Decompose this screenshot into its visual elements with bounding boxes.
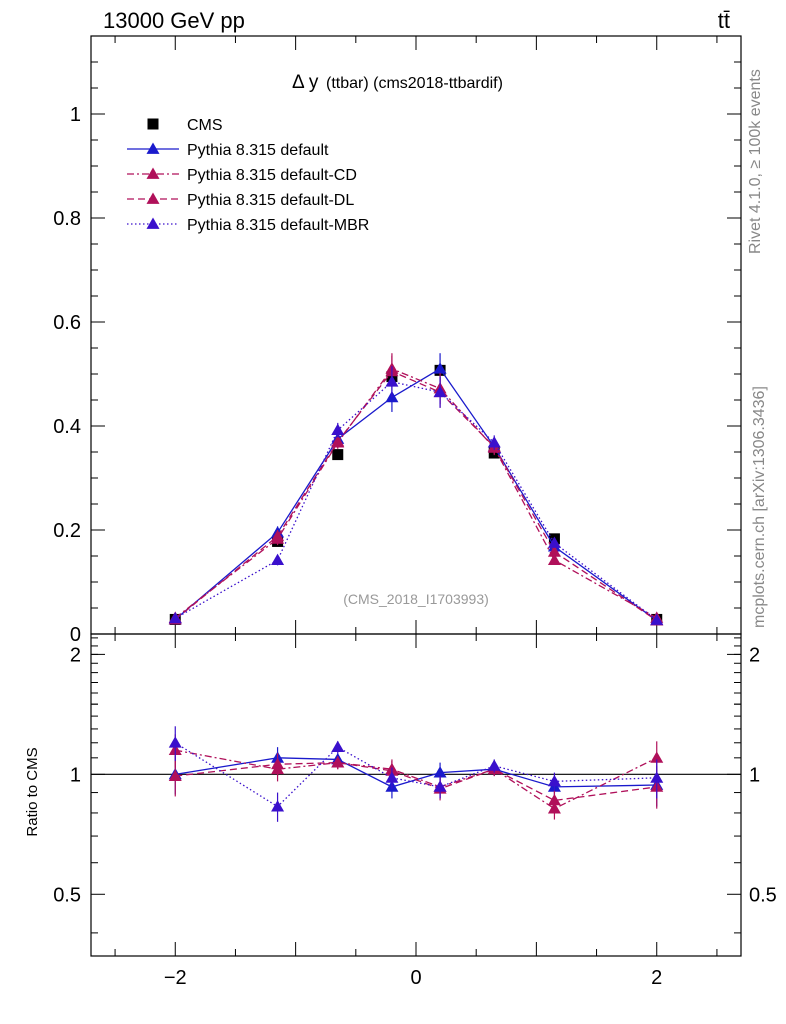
main-panel: 0 0.2 0.4 0.6 0.8 1 Δ y (ttbar) (cms2018-ttba… bbox=[53, 35, 742, 646]
ratio-xtick-label: 0 bbox=[410, 967, 421, 989]
main-series-1 bbox=[168, 353, 664, 626]
ratio-ytick-label: 2 bbox=[70, 644, 81, 666]
main-data-point bbox=[385, 375, 399, 387]
main-data-point bbox=[271, 553, 285, 566]
legend-marker bbox=[146, 142, 160, 154]
energy-label: 13000 GeV pp bbox=[103, 8, 245, 33]
legend-label: Pythia 8.315 default-DL bbox=[187, 192, 354, 209]
main-data-point bbox=[271, 529, 285, 542]
ratio-series-1 bbox=[168, 734, 664, 820]
ratio-data-point bbox=[331, 740, 345, 753]
legend-marker bbox=[146, 217, 160, 229]
ratio-data-point bbox=[650, 771, 664, 783]
main-ytick-label: 0 bbox=[70, 624, 81, 646]
legend-entry-4: Pythia 8.315 default-MBR bbox=[127, 217, 369, 234]
main-ytick-label: 0.4 bbox=[53, 416, 81, 438]
main-series-0 bbox=[169, 364, 663, 625]
ratio-data-point bbox=[487, 759, 501, 771]
legend-entry-2: Pythia 8.315 default-CD bbox=[127, 167, 357, 184]
legend-entry-1: Pythia 8.315 default bbox=[127, 142, 329, 159]
ratio-series-line bbox=[175, 757, 657, 788]
main-series-line bbox=[174, 368, 658, 619]
ratio-panel: −2 0 2 0.5 0.5 1 1 2 2 Ratio to CMS bbox=[24, 633, 777, 989]
ratio-series-2 bbox=[168, 753, 664, 811]
ratio-xtick-label: −2 bbox=[164, 967, 187, 989]
ratio-data-point bbox=[271, 757, 285, 770]
main-data-point bbox=[168, 611, 182, 624]
main-ytick-label: 1 bbox=[70, 104, 81, 126]
main-ytick-label: 0.2 bbox=[53, 520, 81, 542]
main-ytick-label: 0.8 bbox=[53, 208, 81, 230]
legend-entry-0: CMS bbox=[147, 117, 223, 134]
ratio-frame bbox=[90, 633, 742, 957]
mcplots-label: mcplots.cern.ch [arXiv:1306.3436] bbox=[751, 386, 768, 628]
ratio-ylabel: Ratio to CMS bbox=[24, 747, 41, 836]
ratio-series-group bbox=[168, 726, 664, 822]
legend-marker bbox=[146, 167, 160, 179]
ratio-data-point bbox=[385, 771, 399, 783]
main-data-point bbox=[433, 385, 447, 398]
ratio-data-point bbox=[168, 769, 182, 781]
ratio-ytick-label: 1 bbox=[70, 764, 81, 786]
main-data-point bbox=[331, 435, 345, 447]
ratio-data-point bbox=[271, 800, 285, 812]
main-ytick-label: 0.6 bbox=[53, 312, 81, 334]
ratio-data-point bbox=[168, 736, 182, 748]
ratio-series-line bbox=[175, 749, 658, 810]
main-series-line bbox=[174, 367, 658, 622]
ratio-axis-ticks: −2 0 2 0.5 0.5 1 1 2 2 bbox=[53, 634, 777, 989]
main-title-rest: (ttbar) (cms2018-ttbardif) bbox=[326, 75, 503, 92]
ratio-data-point bbox=[547, 774, 561, 787]
ratio-ytick-label-right: 1 bbox=[749, 764, 760, 786]
legend-label: Pythia 8.315 default bbox=[187, 142, 329, 159]
process-label: tt̄ bbox=[718, 8, 730, 33]
main-series-4 bbox=[168, 366, 664, 625]
analysis-watermark: (CMS_2018_I1703993) bbox=[343, 591, 489, 607]
main-series-2 bbox=[168, 353, 664, 623]
legend-label: Pythia 8.315 default-CD bbox=[187, 167, 357, 184]
ratio-ytick-label-right: 0.5 bbox=[749, 884, 777, 906]
ratio-data-point bbox=[331, 756, 345, 768]
main-series-group bbox=[168, 353, 664, 626]
main-data-point bbox=[547, 536, 561, 548]
main-data-point bbox=[547, 545, 561, 557]
main-title-symbol: Δ y bbox=[292, 72, 319, 93]
main-series-3 bbox=[168, 355, 664, 626]
legend-marker bbox=[146, 192, 160, 204]
legend-label: CMS bbox=[187, 117, 223, 134]
legend-marker bbox=[147, 118, 159, 130]
main-data-point bbox=[331, 423, 345, 436]
ratio-ytick-label: 0.5 bbox=[53, 884, 81, 906]
ratio-data-point bbox=[547, 793, 561, 806]
main-data-point bbox=[650, 613, 664, 625]
ratio-data-point bbox=[433, 766, 447, 778]
ratio-ytick-label-right: 2 bbox=[749, 644, 760, 666]
main-data-point bbox=[332, 449, 344, 461]
main-axis-ticks: 0 0.2 0.4 0.6 0.8 1 bbox=[53, 36, 741, 646]
main-data-point bbox=[433, 362, 447, 374]
legend-entry-3: Pythia 8.315 default-DL bbox=[127, 192, 354, 209]
legend: CMS Pythia 8.315 default Pythia 8.315 defa… bbox=[127, 117, 369, 234]
main-series-line bbox=[174, 381, 658, 621]
ratio-series-0 bbox=[168, 747, 664, 807]
ratio-data-point bbox=[433, 780, 447, 792]
main-series-line bbox=[174, 370, 658, 622]
main-data-point bbox=[547, 553, 561, 566]
legend-label: Pythia 8.315 default-MBR bbox=[187, 217, 369, 234]
main-data-point bbox=[487, 436, 501, 448]
rivet-label: Rivet 4.1.0, ≥ 100k events bbox=[747, 69, 764, 254]
ratio-series-line bbox=[175, 761, 657, 802]
ratio-series-3 bbox=[168, 726, 664, 822]
ratio-xtick-label: 2 bbox=[651, 967, 662, 989]
ratio-data-point bbox=[650, 751, 664, 763]
